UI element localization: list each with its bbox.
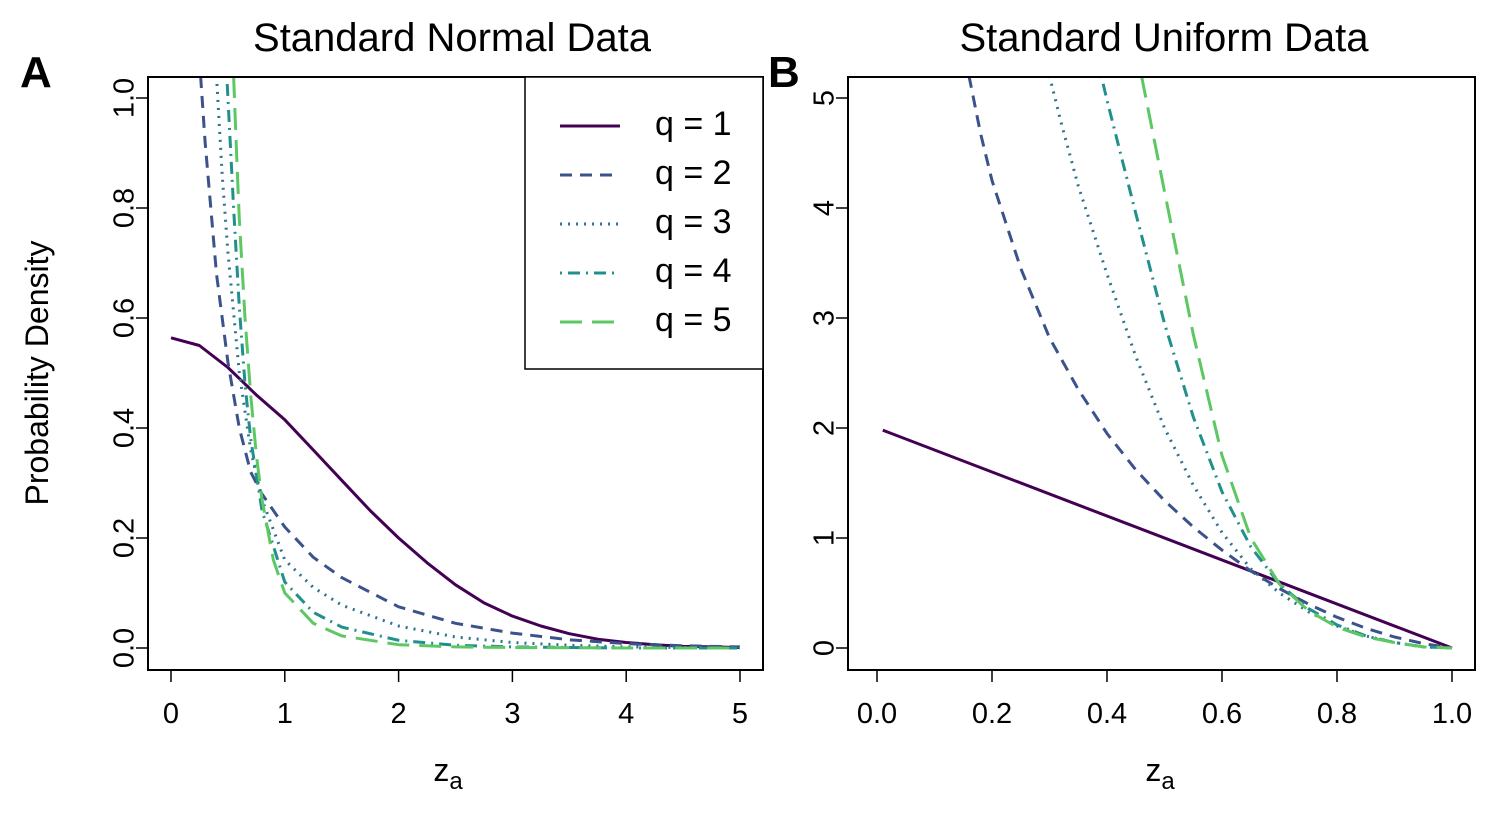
panel-a-x-axis-label-main: z	[433, 752, 449, 788]
panel-b-y-tick-label: 5	[809, 90, 841, 106]
legend: q = 1 q = 2 q = 3 q = 4 q = 5	[524, 76, 764, 370]
legend-entries: q = 1 q = 2 q = 3 q = 4 q = 5	[560, 105, 732, 339]
panel-b: Standard Uniform Data B 0 1 2 3 4 5 0.0 0.2 0.4…	[768, 16, 1476, 795]
panel-b-x-axis-label: za	[1145, 752, 1175, 795]
panel-a-x-tick-label: 3	[504, 698, 520, 730]
panel-b-y-tick-label: 2	[809, 420, 841, 436]
panel-b-y-tick-label: 0	[809, 640, 841, 656]
panel-b-x-tick-label: 0.6	[1202, 698, 1242, 730]
y-axis-label: Probability Density	[19, 241, 55, 506]
panel-b-series-line-q3	[1048, 78, 1453, 650]
panel-b-series-line-q4	[1100, 78, 1453, 650]
panel-b-x-axis-label-sub: a	[1161, 768, 1175, 795]
panel-a-y-tick-label: 0.2	[109, 518, 141, 558]
panel-b-x-tick-label: 0.8	[1317, 698, 1357, 730]
panel-b-x-axis: 0.0 0.2 0.4 0.6 0.8 1.0	[857, 670, 1472, 730]
legend-label-q2: q = 2	[655, 154, 732, 192]
panel-a: Standard Normal Data A 0.0 0.2 0.4 0.6 0.8 1.…	[19, 16, 764, 795]
panel-b-series-line-q5	[1140, 78, 1453, 650]
legend-label-q5: q = 5	[655, 301, 732, 339]
panel-a-series-line-q2	[199, 78, 741, 649]
panel-b-y-axis: 0 1 2 3 4 5	[809, 90, 848, 656]
panel-a-y-tick-label: 1.0	[109, 78, 141, 118]
panel-a-x-tick-label: 0	[163, 698, 179, 730]
panel-b-plot-frame	[847, 76, 1476, 671]
panel-a-series-line-q3	[215, 78, 741, 650]
panel-b-x-tick-label: 0.2	[972, 698, 1012, 730]
panel-a-x-tick-label: 5	[732, 698, 748, 730]
panel-a-y-tick-label: 0.6	[109, 298, 141, 338]
panel-b-x-axis-label-main: z	[1145, 752, 1161, 788]
panel-b-x-tick-label: 0.4	[1087, 698, 1127, 730]
panel-b-series-line-q2	[967, 78, 1453, 650]
panel-a-x-tick-label: 1	[277, 698, 293, 730]
legend-label-q4: q = 4	[655, 252, 732, 290]
panel-a-series-lines	[170, 78, 741, 650]
panel-a-series-line-q1	[170, 336, 741, 649]
panel-a-y-tick-label: 0.8	[109, 188, 141, 228]
panel-b-letter: B	[768, 48, 800, 97]
panel-b-y-tick-label: 1	[809, 530, 841, 546]
panel-a-x-tick-label: 4	[618, 698, 634, 730]
panel-b-title: Standard Uniform Data	[959, 16, 1369, 60]
panel-a-letter: A	[20, 48, 52, 97]
panel-a-plot-frame	[147, 76, 764, 671]
panel-b-series-lines	[882, 78, 1453, 650]
panel-a-y-tick-label: 0.0	[109, 628, 141, 668]
panel-b-y-tick-label: 3	[809, 310, 841, 326]
panel-a-y-tick-label: 0.4	[109, 408, 141, 448]
panel-b-x-tick-label: 0.0	[857, 698, 897, 730]
panel-b-x-tick-label: 1.0	[1432, 698, 1472, 730]
panel-b-series-line-q1	[882, 428, 1453, 650]
panel-a-y-axis: 0.0 0.2 0.4 0.6 0.8 1.0	[109, 78, 148, 668]
legend-label-q1: q = 1	[655, 105, 732, 143]
panel-a-x-axis: 0 1 2 3 4 5	[163, 670, 748, 730]
panel-b-y-tick-label: 4	[809, 200, 841, 216]
panel-a-title: Standard Normal Data	[253, 16, 652, 60]
legend-label-q3: q = 3	[655, 203, 732, 241]
panel-a-x-axis-label-sub: a	[449, 768, 463, 795]
panel-a-series-line-q5	[232, 78, 740, 650]
panel-a-x-tick-label: 2	[391, 698, 407, 730]
panel-a-x-axis-label: za	[433, 752, 463, 795]
